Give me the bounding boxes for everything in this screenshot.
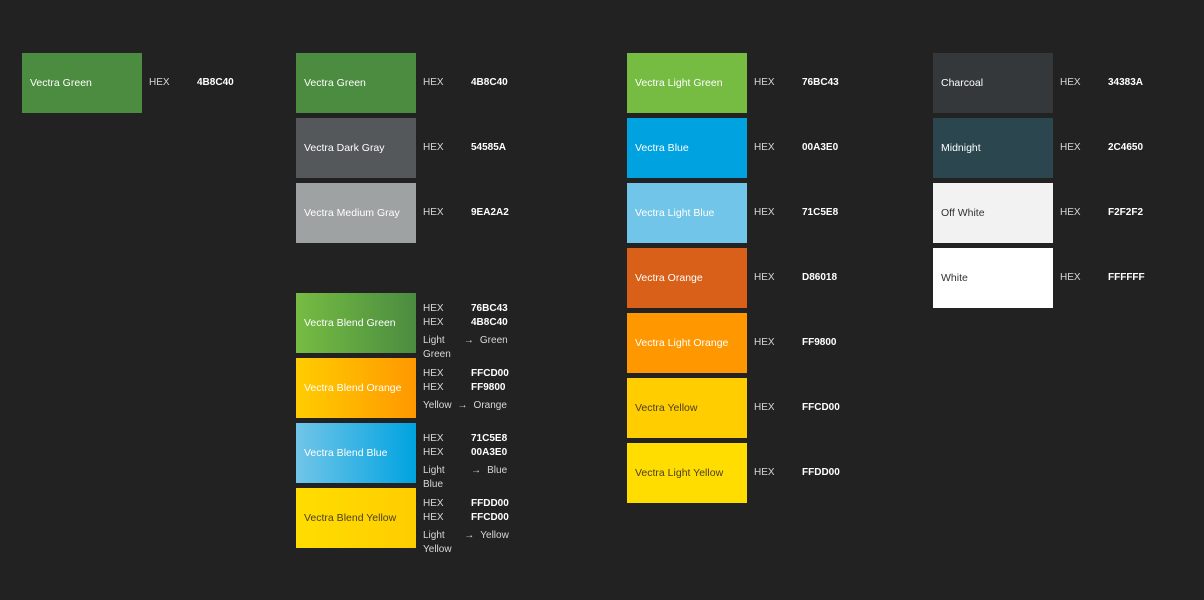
hex-label: HEX <box>754 272 775 283</box>
hex-label: HEX <box>423 382 444 393</box>
hex-value: 00A3E0 <box>802 142 839 153</box>
gradient-swatch: Vectra Blend Blue <box>296 423 416 483</box>
color-swatch: Vectra Orange <box>627 248 747 308</box>
hex-label: HEX <box>754 337 775 348</box>
hex-label: HEX <box>423 317 444 328</box>
blend-from: Yellow <box>423 400 452 411</box>
hex-label: HEX <box>423 447 444 458</box>
blend-to: Orange <box>473 400 507 411</box>
hex-label: HEX <box>754 467 775 478</box>
hex-label: HEX <box>754 77 775 88</box>
hex-value: FFFFFF <box>1108 272 1145 283</box>
hex-label: HEX <box>423 207 444 218</box>
hex-value: FF9800 <box>471 382 506 393</box>
color-swatch: White <box>933 248 1053 308</box>
hex-value: FFDD00 <box>802 467 840 478</box>
color-swatch: Charcoal <box>933 53 1053 113</box>
hex-value: FFCD00 <box>471 512 509 523</box>
hex-label: HEX <box>1060 207 1081 218</box>
hex-label: HEX <box>754 207 775 218</box>
hex-value: 4B8C40 <box>197 77 234 88</box>
hex-value: 54585A <box>471 142 507 153</box>
blend-from: Light Blue <box>423 465 445 490</box>
hex-label: HEX <box>754 402 775 413</box>
blend-info: HEX FFCD00 HEX FF9800 Yellow → Orange <box>423 367 509 413</box>
arrow-right-icon: → <box>464 530 475 541</box>
color-swatch: Vectra Light Green <box>627 53 747 113</box>
hex-label: HEX <box>423 498 444 509</box>
color-swatch: Off White <box>933 183 1053 243</box>
hex-value: 00A3E0 <box>471 447 508 458</box>
hex-label: HEX <box>754 142 775 153</box>
blend-to: Green <box>479 335 508 346</box>
hex-value: FFCD00 <box>471 368 509 379</box>
blend-from: Light Yellow <box>423 530 452 555</box>
hex-value: 4B8C40 <box>471 77 508 88</box>
hex-label: HEX <box>423 142 444 153</box>
arrow-right-icon: → <box>471 465 482 476</box>
hex-label: HEX <box>1060 142 1081 153</box>
hex-value: 76BC43 <box>471 303 508 314</box>
hex-value: D86018 <box>802 272 838 283</box>
blend-info: HEX 71C5E8 HEX 00A3E0 Light Blue → Blue <box>423 432 507 492</box>
hex-value: F2F2F2 <box>1108 207 1144 218</box>
color-swatch: Midnight <box>933 118 1053 178</box>
color-swatch: Vectra Medium Gray <box>296 183 416 243</box>
gradient-swatch: Vectra Blend Yellow <box>296 488 416 548</box>
color-swatch: Vectra Light Blue <box>627 183 747 243</box>
hex-value: FFDD00 <box>471 498 509 509</box>
gradient-swatch: Vectra Blend Orange <box>296 358 416 418</box>
blend-to: Blue <box>487 465 508 476</box>
color-swatch: Vectra Yellow <box>627 378 747 438</box>
blend-to: Yellow <box>480 530 509 541</box>
hex-label: HEX <box>423 433 444 444</box>
blend-info: HEX FFDD00 HEX FFCD00 Light Yellow → Yellow <box>423 497 509 557</box>
hex-label: HEX <box>1060 272 1081 283</box>
color-swatch: Vectra Light Orange <box>627 313 747 373</box>
arrow-right-icon: → <box>463 335 474 346</box>
hex-label: HEX <box>423 512 444 523</box>
hex-label: HEX <box>149 77 170 88</box>
hex-value: FFCD00 <box>802 402 840 413</box>
hex-label: HEX <box>423 368 444 379</box>
hex-label: HEX <box>423 303 444 314</box>
hex-value: 76BC43 <box>802 77 839 88</box>
color-swatch: Vectra Green <box>296 53 416 113</box>
hex-value: 71C5E8 <box>471 433 508 444</box>
color-swatch: Vectra Green <box>22 53 142 113</box>
arrow-right-icon: → <box>457 400 468 411</box>
gradient-swatch: Vectra Blend Green <box>296 293 416 353</box>
hex-value: 9EA2A2 <box>471 207 509 218</box>
hex-value: 2C4650 <box>1108 142 1144 153</box>
hex-value: 34383A <box>1108 77 1144 88</box>
blend-from: Light Green <box>423 335 451 360</box>
hex-value: 4B8C40 <box>471 317 508 328</box>
color-swatch: Vectra Dark Gray <box>296 118 416 178</box>
hex-value: FF9800 <box>802 337 837 348</box>
color-swatch: Vectra Blue <box>627 118 747 178</box>
blend-info: HEX 76BC43 HEX 4B8C40 Light Green → Green <box>423 302 508 362</box>
hex-label: HEX <box>1060 77 1081 88</box>
hex-label: HEX <box>423 77 444 88</box>
color-swatch: Vectra Light Yellow <box>627 443 747 503</box>
hex-value: 71C5E8 <box>802 207 839 218</box>
